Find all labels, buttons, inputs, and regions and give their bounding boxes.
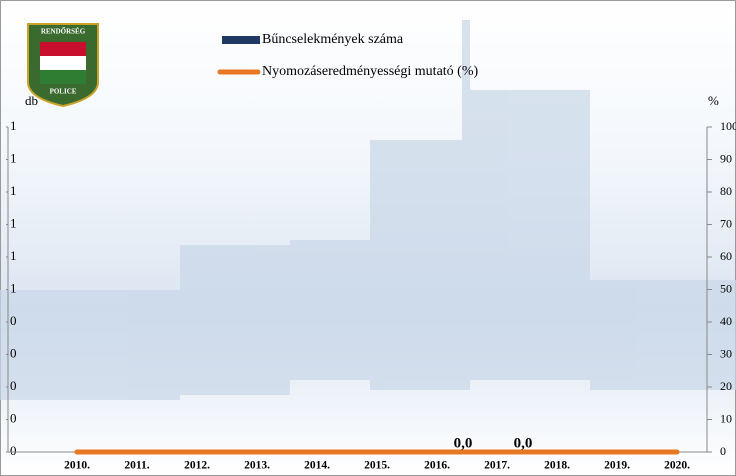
- legend-label: Nyomozáseredményességi mutató (%): [262, 64, 478, 79]
- y-tick-label: 0: [10, 345, 17, 360]
- y-tick-label: 1: [10, 215, 17, 230]
- y-tick-label: 1: [10, 118, 17, 133]
- y2-tick-label: 30: [720, 346, 732, 360]
- y2-tick-label: 10: [720, 411, 732, 425]
- building: [0, 20, 736, 400]
- y2-tick-label: 70: [720, 216, 732, 230]
- y-axis-title: db: [25, 93, 38, 108]
- value-label: 0,0: [454, 435, 473, 451]
- y-tick-label: 0: [10, 313, 17, 328]
- x-tick-label: 2016.: [424, 460, 450, 472]
- y-tick-label: 1: [10, 280, 17, 295]
- y-tick-label: 0: [10, 410, 17, 425]
- legend-label: Bűncselekmények száma: [262, 32, 404, 47]
- x-tick-label: 2017.: [484, 460, 510, 472]
- logo: RENDŐRSÉG POLICE: [27, 23, 99, 108]
- y2-tick-label: 90: [720, 151, 732, 165]
- value-label: 0,0: [514, 435, 533, 451]
- logo-top: RENDŐRSÉG: [41, 28, 86, 36]
- x-tick-label: 2011.: [124, 460, 149, 472]
- y2-tick-label: 40: [720, 314, 732, 328]
- y2-axis-title: %: [708, 93, 719, 108]
- x-tick-label: 2015.: [364, 460, 390, 472]
- legend-swatch: [222, 36, 260, 44]
- y-tick-label: 1: [10, 150, 17, 165]
- x-tick-label: 2010.: [64, 460, 90, 472]
- y-tick-label: 1: [10, 183, 17, 198]
- y2-tick-label: 0: [720, 444, 726, 458]
- x-tick-label: 2020.: [664, 460, 690, 472]
- y2-tick-label: 20: [720, 379, 732, 393]
- y-tick-label: 0: [10, 378, 17, 393]
- x-tick-label: 2018.: [544, 460, 570, 472]
- y2-tick-label: 100: [720, 119, 736, 133]
- y2-tick-label: 50: [720, 281, 732, 295]
- y2-tick-label: 60: [720, 249, 732, 263]
- y-tick-label: 1: [10, 248, 17, 263]
- x-tick-label: 2019.: [604, 460, 630, 472]
- y-tick-label: 0: [10, 443, 17, 458]
- x-tick-label: 2014.: [304, 460, 330, 472]
- y2-tick-label: 80: [720, 184, 732, 198]
- x-tick-label: 2012.: [184, 460, 210, 472]
- logo-bottom: POLICE: [50, 88, 77, 96]
- x-tick-label: 2013.: [244, 460, 270, 472]
